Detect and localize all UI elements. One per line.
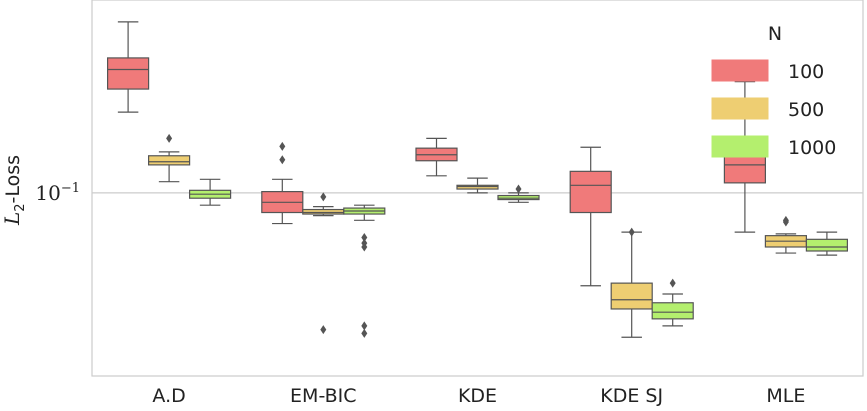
outlier-point-1 — [782, 217, 789, 227]
outlier-point-0 — [361, 232, 368, 242]
legend-swatch-1000 — [711, 135, 769, 158]
x-tick-label-kde-sj: KDE SJ — [600, 385, 663, 407]
box-kde-n100 — [415, 137, 458, 177]
box-body — [610, 282, 653, 310]
legend-label-1000: 1000 — [788, 137, 836, 159]
y-axis-label: L2-Loss — [0, 155, 28, 226]
x-tick-label-kde: KDE — [458, 385, 497, 407]
box-body — [651, 302, 694, 320]
legend: N 100 500 1000 — [711, 23, 836, 159]
outlier-point-0 — [166, 133, 173, 143]
outlier-point-4 — [361, 328, 368, 338]
box-kde-n500 — [456, 177, 499, 194]
box-mle-n1000 — [805, 231, 849, 256]
outlier-point-0 — [279, 141, 286, 151]
box-kde-n1000 — [497, 184, 540, 203]
box-body — [805, 238, 849, 252]
axis-layer: L2-Loss 10−1 A.D EM-BIC KDE KDE SJ MLE — [0, 155, 805, 407]
y-tick-label-0: 10−1 — [35, 181, 80, 205]
legend-label-100: 100 — [788, 61, 824, 83]
box-body — [148, 155, 191, 166]
box-body — [106, 57, 150, 90]
x-tick-label-em-bic: EM-BIC — [290, 385, 356, 407]
x-tick-label-a-d: A.D — [152, 385, 185, 407]
box-body — [497, 194, 540, 201]
x-tick-label-mle: MLE — [766, 385, 805, 407]
box-body — [569, 170, 612, 214]
box-a-d-n1000 — [189, 178, 232, 206]
box-kde-sj-n500 — [610, 227, 653, 338]
legend-swatch-500 — [711, 97, 769, 120]
box-a-d-n500 — [148, 133, 191, 183]
box-body — [456, 184, 499, 190]
outlier-point-0 — [515, 184, 522, 194]
outlier-point-0 — [320, 192, 327, 202]
box-layer — [106, 21, 849, 338]
box-a-d-n100 — [106, 21, 150, 113]
box-body — [302, 208, 345, 215]
outlier-point-0 — [628, 227, 635, 237]
outlier-point-2 — [361, 242, 368, 252]
legend-title: N — [768, 23, 782, 45]
legend-swatch-100 — [711, 59, 769, 82]
box-em-bic-n100 — [261, 141, 304, 225]
legend-label-500: 500 — [788, 99, 824, 121]
outlier-point-1 — [320, 325, 327, 335]
outlier-point-1 — [279, 155, 286, 165]
outlier-point-3 — [361, 321, 368, 331]
box-kde-sj-n100 — [569, 146, 612, 287]
box-em-bic-n1000 — [343, 204, 386, 338]
box-mle-n500 — [764, 215, 808, 254]
box-kde-sj-n1000 — [651, 278, 694, 327]
outlier-point-0 — [669, 278, 676, 288]
